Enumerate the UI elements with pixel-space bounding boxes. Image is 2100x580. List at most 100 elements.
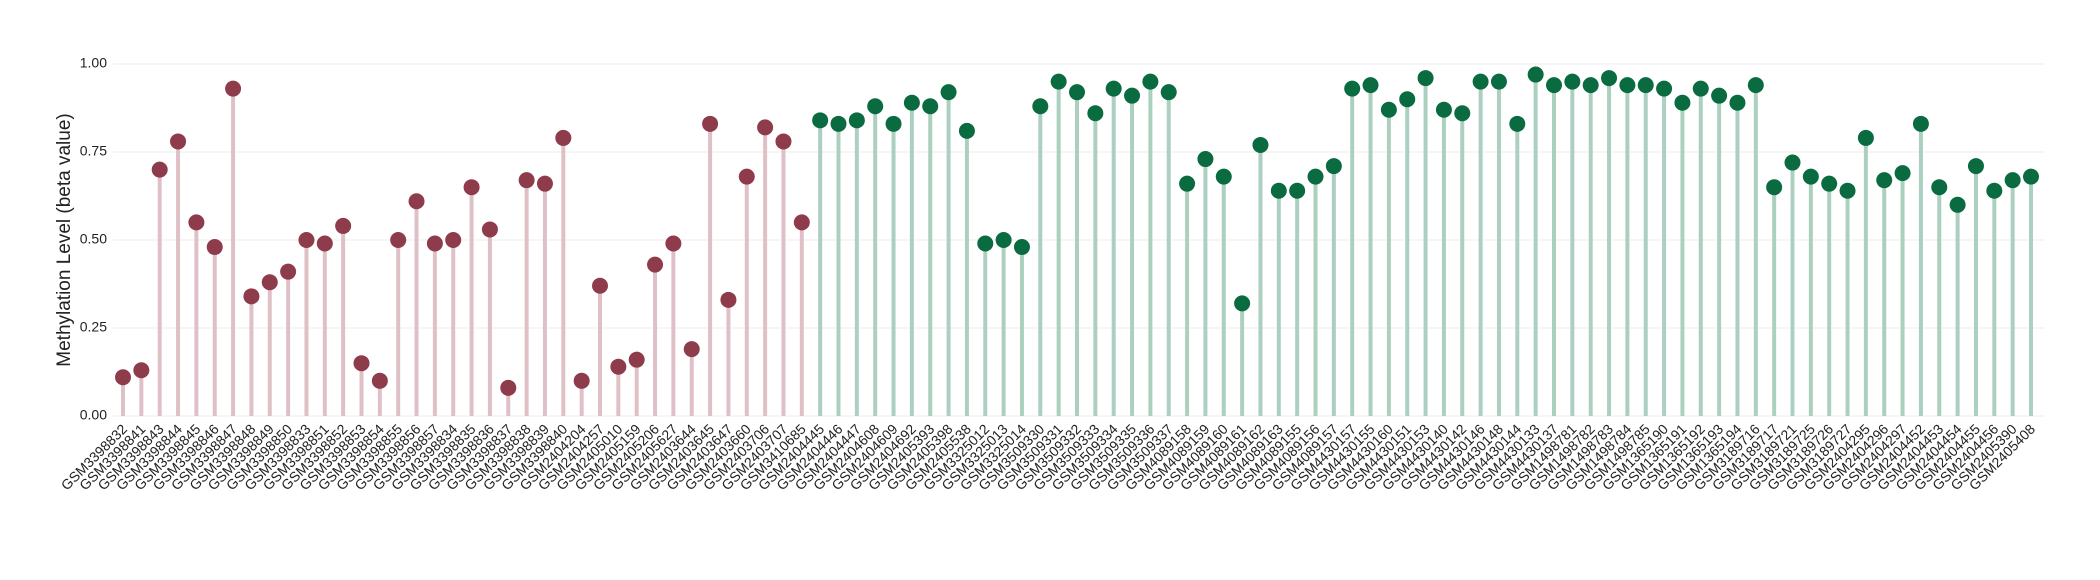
dot xyxy=(720,291,737,308)
y-tick-label: 0.25 xyxy=(80,319,107,335)
dot xyxy=(1399,91,1416,108)
dot xyxy=(995,232,1012,248)
dot xyxy=(1784,154,1801,171)
dot xyxy=(1142,73,1159,90)
dot xyxy=(280,263,297,280)
dot xyxy=(170,133,187,150)
dot xyxy=(1179,175,1196,192)
dot xyxy=(1692,80,1709,97)
dot xyxy=(518,172,535,189)
dot xyxy=(1234,295,1251,312)
dot xyxy=(647,256,664,273)
dot xyxy=(1876,172,1893,189)
dot xyxy=(151,161,168,178)
dot xyxy=(1949,196,1966,213)
dot xyxy=(977,235,994,252)
dot xyxy=(1747,77,1764,94)
dot xyxy=(188,214,205,231)
dot xyxy=(1931,179,1948,196)
dot xyxy=(2023,168,2039,185)
dot xyxy=(426,235,443,252)
dot xyxy=(757,119,774,136)
dot xyxy=(702,115,719,132)
dot xyxy=(1454,105,1471,122)
dot xyxy=(1656,80,1673,97)
dot xyxy=(1050,73,1067,90)
dot xyxy=(1802,168,1819,185)
dot xyxy=(628,351,645,368)
dot xyxy=(408,193,425,210)
dot xyxy=(500,379,517,396)
dot xyxy=(610,358,627,375)
dot xyxy=(316,235,333,252)
dot xyxy=(1380,101,1397,118)
dot xyxy=(1674,94,1691,111)
dot xyxy=(1215,168,1232,185)
dot xyxy=(335,217,352,234)
dot xyxy=(665,235,682,252)
dot xyxy=(922,98,939,115)
dot xyxy=(848,112,865,129)
dot xyxy=(1509,115,1526,132)
y-tick-label: 0.50 xyxy=(80,231,107,247)
dot xyxy=(2004,172,2021,189)
dot xyxy=(738,168,755,185)
dot xyxy=(225,80,242,97)
dot xyxy=(903,94,920,111)
dot xyxy=(683,341,700,358)
dot xyxy=(573,372,590,389)
dot xyxy=(1344,80,1361,97)
y-tick-label: 1.00 xyxy=(80,55,107,71)
dot xyxy=(812,112,829,129)
dot xyxy=(243,288,260,305)
dot xyxy=(115,369,131,386)
dot xyxy=(133,362,150,379)
dot xyxy=(793,214,810,231)
dot xyxy=(867,98,884,115)
dot xyxy=(885,115,902,132)
dot xyxy=(830,115,847,132)
dot xyxy=(1839,182,1856,199)
dot xyxy=(1619,77,1636,94)
dot xyxy=(1124,87,1141,104)
dot xyxy=(298,232,315,248)
dot xyxy=(1986,182,2003,199)
dot xyxy=(1912,115,1929,132)
dot xyxy=(1289,182,1306,199)
dot xyxy=(1729,94,1746,111)
dot xyxy=(1325,158,1342,175)
dot xyxy=(1857,129,1874,146)
dot xyxy=(1307,168,1324,185)
dot xyxy=(1069,84,1085,101)
dot xyxy=(1527,66,1544,83)
dot xyxy=(1766,179,1783,196)
dot xyxy=(1472,73,1489,90)
dot xyxy=(1967,158,1984,175)
dot xyxy=(1894,165,1911,182)
dot xyxy=(775,133,792,150)
y-axis-title: Methylation Level (beta value) xyxy=(54,113,75,366)
dot xyxy=(1417,70,1434,87)
dot xyxy=(1546,77,1562,94)
dot xyxy=(481,221,498,238)
dot xyxy=(536,175,553,192)
dot xyxy=(1270,182,1287,199)
dot xyxy=(940,84,957,101)
dot xyxy=(206,239,223,256)
dot xyxy=(1013,239,1030,256)
dot xyxy=(445,232,462,248)
dot xyxy=(592,277,608,294)
dot xyxy=(555,129,572,146)
dot xyxy=(1252,136,1269,153)
dot xyxy=(353,355,370,372)
dot xyxy=(1564,73,1581,90)
dot xyxy=(1711,87,1728,104)
dot xyxy=(1435,101,1452,118)
dot xyxy=(390,232,407,248)
dot xyxy=(1032,98,1049,115)
dot xyxy=(1087,105,1104,122)
dot xyxy=(1362,77,1379,94)
y-tick-label: 0.00 xyxy=(80,407,107,423)
dot xyxy=(1821,175,1838,192)
